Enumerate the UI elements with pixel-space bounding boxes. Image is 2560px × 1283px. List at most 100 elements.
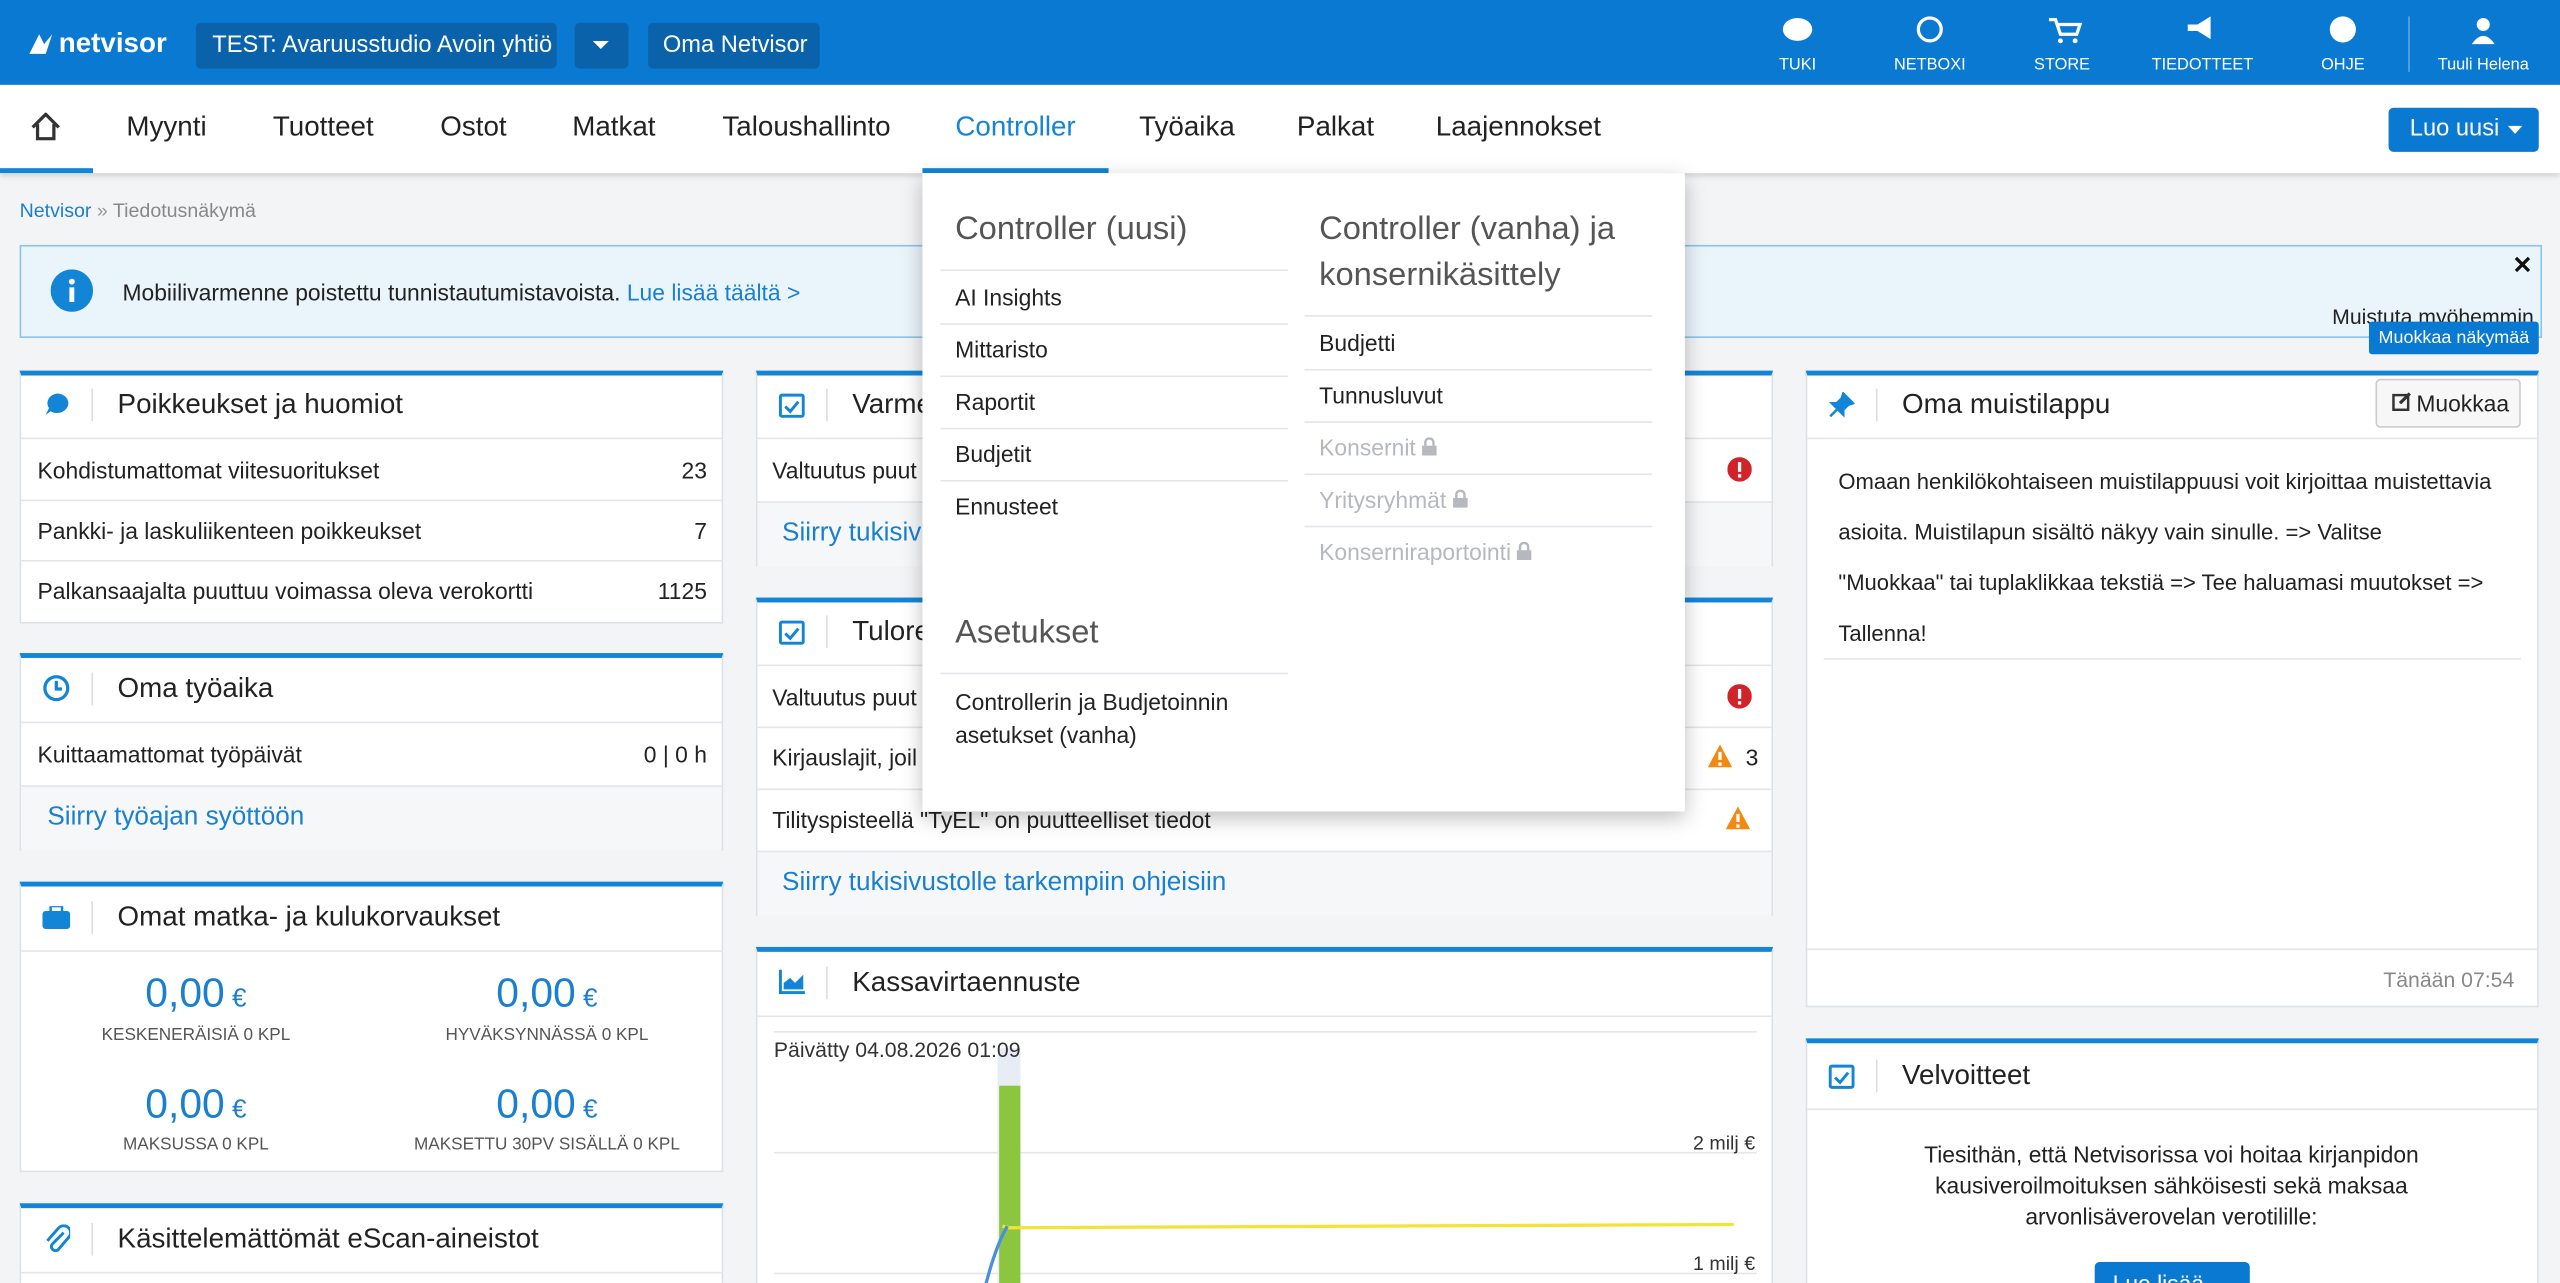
netboxi[interactable]: NETBOXI — [1893, 56, 1966, 75]
panel — [1805, 370, 2539, 1008]
panel-link[interactable]: Siirry tukisiv — [782, 519, 922, 547]
nav-item[interactable]: Taloushallinto — [722, 111, 891, 143]
link-area — [21, 785, 722, 851]
company-button[interactable] — [195, 22, 557, 69]
tuki[interactable]: TUKI — [1778, 56, 1817, 75]
panel-title: Poikkeukset ja huomiot — [117, 388, 403, 420]
read-more-button[interactable] — [2094, 1262, 2250, 1283]
dropdown-item[interactable]: Controllerin ja Budjetoinnin — [955, 688, 1229, 716]
dropdown-heading: Controller (uusi) — [955, 211, 1188, 248]
edit-button[interactable] — [2375, 378, 2521, 428]
text-line: kausiveroilmoituksen sähköisesti sekä ma… — [1935, 1172, 2408, 1199]
divider — [1304, 315, 1653, 317]
breadcrumb-current: Tiedotusnäkymä — [112, 199, 256, 223]
notice-message: Mobiilivarmenne poistettu tunnistautumis… — [122, 279, 621, 306]
link-area — [757, 850, 1772, 916]
notice-link[interactable]: Lue lisää täältä > — [626, 279, 801, 306]
divider — [940, 479, 1289, 482]
divider — [940, 375, 1289, 378]
currency: € — [583, 985, 598, 1014]
edit-label[interactable]: Muokkaa — [2416, 390, 2510, 417]
company-name[interactable]: TEST: Avaruusstudio Avoin yhtiö — [212, 32, 553, 59]
user[interactable]: Tuuli Helena — [2437, 56, 2529, 75]
panel — [19, 1203, 724, 1283]
divider — [940, 672, 1289, 675]
nav-item[interactable]: Matkat — [572, 111, 656, 143]
notice-text: Mobiilivarmenne poistettu tunnistautumis… — [122, 279, 800, 305]
breadcrumb: Netvisor » Tiedotusnäkymä — [20, 199, 256, 222]
row-label[interactable]: Kuittaamattomat työpäivät — [37, 741, 302, 768]
dropdown-item[interactable]: Budjetit — [955, 440, 1032, 467]
divider — [21, 950, 722, 952]
dropdown-item[interactable]: AI Insights — [955, 284, 1062, 311]
oma-netvisor[interactable]: Oma Netvisor — [662, 32, 808, 59]
item-label: Konserniraportointi — [1319, 538, 1512, 565]
axis-label: 1 milj € — [1693, 1252, 1756, 1276]
row-label[interactable]: Kohdistumattomat viitesuoritukset — [37, 457, 380, 484]
divider — [940, 269, 1289, 272]
dropdown-item[interactable]: Mittaristo — [955, 336, 1048, 363]
nav-item[interactable]: Laajennokset — [1435, 111, 1601, 143]
dropdown-item-disabled: Yritysryhmät — [1319, 486, 1468, 513]
panel — [1805, 1038, 2539, 1283]
row-label[interactable]: Pankki- ja laskuliikenteen poikkeukset — [37, 517, 422, 544]
nav-item[interactable]: Myynti — [126, 111, 207, 143]
row-label[interactable]: Valtuutus puut — [772, 457, 917, 484]
amount-label: MAKSETTU 30PV SISÄLLÄ 0 KPL — [414, 1134, 680, 1155]
row-label[interactable]: Kirjauslajit, joil — [772, 744, 918, 771]
row-value: 7 — [694, 517, 707, 544]
nav-item[interactable]: Työaika — [1139, 111, 1235, 143]
dropdown-item[interactable]: Tunnusluvut — [1319, 382, 1443, 409]
dropdown-heading: Asetukset — [955, 614, 1099, 651]
memo-time: Tänään 07:54 — [2383, 967, 2515, 992]
row-value: 3 — [1745, 744, 1759, 771]
home-icon[interactable] — [31, 112, 60, 141]
breadcrumb-root[interactable]: Netvisor — [19, 199, 92, 223]
divider — [1807, 948, 2538, 951]
divider — [21, 1271, 722, 1274]
nav-item-active[interactable]: Controller — [955, 111, 1076, 143]
ohje[interactable]: OHJE — [2321, 56, 2365, 75]
tiedotteet[interactable]: TIEDOTTEET — [2151, 56, 2254, 75]
close-icon[interactable] — [2514, 256, 2531, 273]
panel — [19, 881, 724, 1173]
create-label[interactable]: Luo uusi — [2409, 115, 2500, 143]
panel-link[interactable]: Siirry tukisivustolle tarkempiin ohjeisi… — [782, 868, 1227, 897]
divider — [21, 559, 722, 562]
dropdown-item[interactable]: Budjetti — [1319, 329, 1396, 356]
divider — [2408, 16, 2410, 72]
item-label: Yritysryhmät — [1319, 486, 1447, 513]
amount-value: 0,00 — [496, 1081, 576, 1128]
divider — [826, 388, 828, 422]
amount-value: 0,00 — [145, 970, 225, 1017]
amount-label: KESKENERÄISIÄ 0 KPL — [101, 1025, 291, 1045]
edit-view-button[interactable] — [2368, 321, 2539, 355]
nav-item[interactable]: Ostot — [440, 111, 507, 143]
nav-item[interactable]: Tuotteet — [272, 111, 374, 143]
read-more-label[interactable]: Lue lisää — [2113, 1270, 2205, 1283]
nav-bar — [0, 84, 2560, 174]
amount: 0,00 € — [145, 1082, 246, 1129]
panel-title: Tulore — [852, 615, 930, 647]
divider — [91, 901, 94, 934]
dropdown-item[interactable]: Raportit — [955, 388, 1036, 415]
amount-label: MAKSUSSA 0 KPL — [123, 1134, 269, 1155]
axis-label: 2 milj € — [1693, 1131, 1756, 1155]
row-label[interactable]: Valtuutus puut — [772, 684, 917, 711]
edit-icon — [2392, 392, 2411, 412]
panel-link[interactable]: Siirry työajan syöttöön — [47, 803, 305, 832]
dropdown-item[interactable]: asetukset (vanha) — [955, 721, 1137, 748]
oma-button[interactable] — [648, 22, 820, 69]
row-value: 23 — [681, 457, 707, 484]
row-value: 1125 — [657, 577, 707, 605]
panel-title: Oma muistilappu — [1902, 388, 2111, 420]
store[interactable]: STORE — [2034, 56, 2091, 75]
dropdown-item[interactable]: Ennusteet — [955, 493, 1059, 520]
logo-icon — [29, 34, 53, 54]
lock-icon — [1517, 541, 1533, 560]
nav-item[interactable]: Palkat — [1296, 111, 1375, 143]
row-label[interactable]: Palkansaajalta puuttuu voimassa oleva ve… — [37, 577, 534, 605]
edit-view-label[interactable]: Muokkaa näkymää — [2378, 328, 2530, 348]
amount-value: 0,00 — [145, 1081, 225, 1128]
